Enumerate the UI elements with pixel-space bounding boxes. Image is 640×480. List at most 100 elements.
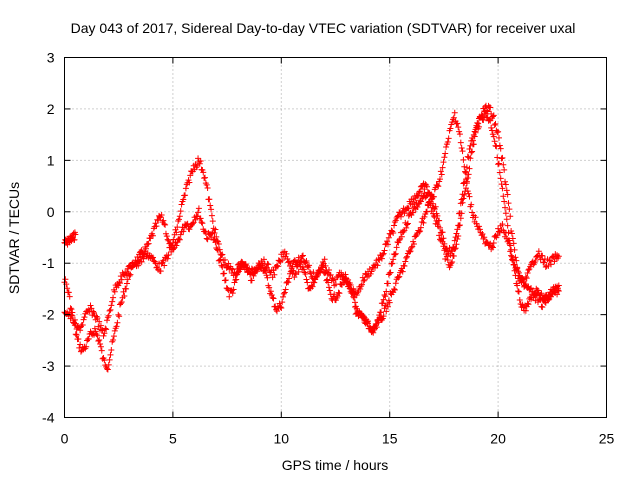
x-tick-label: 0 (61, 431, 69, 447)
data-point (79, 321, 86, 328)
data-point (497, 145, 504, 152)
data-point (392, 280, 399, 287)
data-point (451, 109, 458, 116)
data-point (460, 156, 467, 163)
y-tick-label: 3 (47, 50, 55, 66)
data-point (248, 265, 255, 272)
data-point (391, 286, 398, 293)
data-point (85, 335, 92, 342)
data-point (502, 229, 509, 236)
data-point (493, 143, 500, 150)
data-point (508, 230, 515, 237)
data-point (443, 245, 450, 252)
data-point (450, 114, 457, 121)
data-point (483, 238, 490, 245)
data-point (278, 305, 285, 312)
data-point (304, 279, 311, 286)
data-point (175, 235, 182, 242)
data-point (501, 166, 508, 173)
data-point (535, 248, 542, 255)
data-point (441, 240, 448, 247)
data-point (268, 291, 275, 298)
data-point (461, 179, 468, 186)
data-point (199, 220, 206, 227)
data-point (478, 111, 485, 118)
data-point (345, 281, 352, 288)
data-point (458, 196, 465, 203)
data-point (420, 219, 427, 226)
data-point (234, 265, 241, 272)
data-point (117, 300, 124, 307)
data-point (380, 313, 387, 320)
data-point (504, 222, 511, 229)
data-point (182, 185, 189, 192)
data-point (277, 304, 284, 311)
data-point (463, 164, 470, 171)
data-point (436, 217, 443, 224)
data-point (501, 198, 508, 205)
data-point (523, 275, 530, 282)
data-point (488, 124, 495, 131)
data-point (145, 240, 152, 247)
data-point (500, 193, 507, 200)
data-point (447, 125, 454, 132)
data-point (211, 229, 218, 236)
data-point (395, 274, 402, 281)
data-point (449, 248, 456, 255)
data-point (502, 178, 509, 185)
data-point (234, 261, 241, 268)
data-point (197, 157, 204, 164)
data-point (207, 202, 214, 209)
data-point (533, 291, 540, 298)
data-point (436, 176, 443, 183)
y-tick-label: 2 (47, 101, 55, 117)
data-point (157, 268, 164, 275)
data-point (154, 264, 161, 271)
data-point (177, 231, 184, 238)
data-point (182, 192, 189, 199)
data-point (534, 292, 541, 299)
data-point (80, 316, 87, 323)
data-point (69, 312, 76, 319)
data-point (396, 237, 403, 244)
data-point (385, 234, 392, 241)
data-point (98, 347, 105, 354)
data-point (138, 247, 145, 254)
data-point (468, 149, 475, 156)
data-point (173, 229, 180, 236)
data-point (453, 230, 460, 237)
data-point (357, 311, 364, 318)
data-point (525, 266, 532, 273)
data-point (105, 361, 112, 368)
data-point (375, 319, 382, 326)
data-point (552, 289, 559, 296)
data-point (507, 248, 514, 255)
data-point (495, 225, 502, 232)
series-track-d (352, 109, 562, 336)
data-point (123, 285, 130, 292)
data-point (346, 280, 353, 287)
data-point (522, 273, 529, 280)
data-point (516, 297, 523, 304)
data-point (299, 253, 306, 260)
data-point (503, 216, 510, 223)
data-point (364, 318, 371, 325)
data-point (198, 219, 205, 226)
data-point (106, 356, 113, 363)
data-point (544, 296, 551, 303)
data-point (515, 288, 522, 295)
data-point (417, 188, 424, 195)
x-axis-label: GPS time / hours (282, 457, 389, 473)
data-point (123, 268, 130, 275)
data-point (415, 201, 422, 208)
data-point (405, 205, 412, 212)
data-point (115, 311, 122, 318)
data-point (110, 333, 117, 340)
data-point (208, 206, 215, 213)
data-point (456, 131, 463, 138)
data-point (461, 163, 468, 170)
data-point (270, 295, 277, 302)
data-point (124, 276, 131, 283)
data-point (196, 160, 203, 167)
data-point (494, 129, 501, 136)
